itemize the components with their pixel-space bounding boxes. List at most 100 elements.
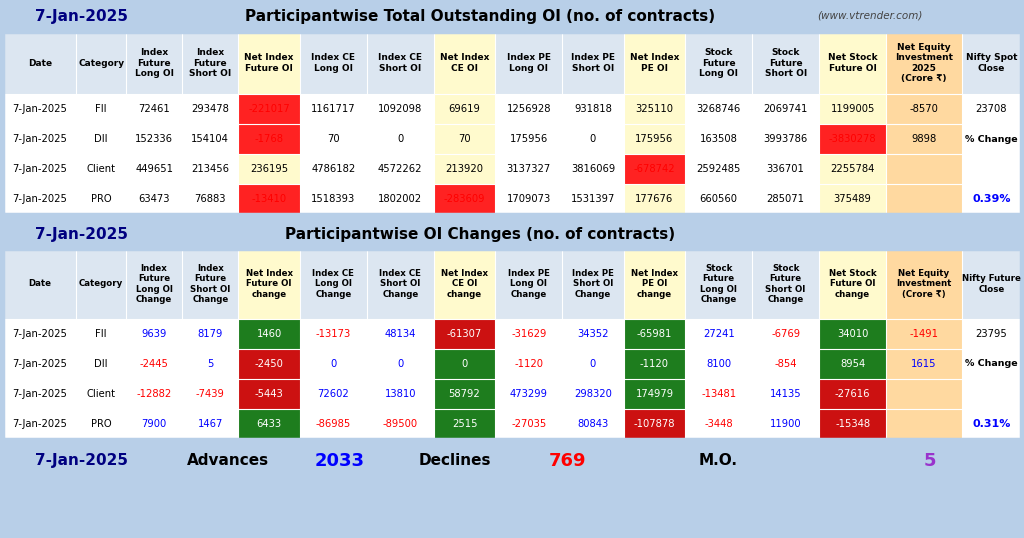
Text: Net Index
CE OI: Net Index CE OI (440, 53, 489, 73)
Bar (685, 32, 753, 94)
Text: Index CE
Short OI: Index CE Short OI (378, 53, 422, 73)
Text: Participantwise Total Outstanding OI (no. of contracts): Participantwise Total Outstanding OI (no… (245, 9, 715, 24)
Text: 48134: 48134 (385, 329, 416, 339)
Bar (300, 249, 367, 319)
Text: -31629: -31629 (511, 329, 547, 339)
Bar (3, 409, 77, 439)
Text: % Change: % Change (965, 359, 1018, 369)
Text: 174979: 174979 (636, 389, 674, 399)
Bar (239, 32, 300, 94)
Bar (753, 349, 819, 379)
Bar (434, 154, 496, 184)
Bar (819, 379, 886, 409)
Text: 769: 769 (549, 451, 587, 470)
Text: 5: 5 (924, 451, 936, 470)
Text: 4786182: 4786182 (311, 164, 355, 174)
Text: % Change: % Change (965, 134, 1018, 144)
Text: Client: Client (87, 389, 116, 399)
Bar (3, 124, 77, 154)
Bar (819, 184, 886, 214)
Bar (624, 184, 685, 214)
Bar (300, 124, 367, 154)
Bar (434, 379, 496, 409)
Text: (www.vtrender.com): (www.vtrender.com) (817, 11, 923, 21)
Bar (962, 154, 1021, 184)
Bar (753, 124, 819, 154)
Bar (886, 409, 962, 439)
Text: 1709073: 1709073 (507, 194, 551, 204)
Bar (624, 249, 685, 319)
Text: 0: 0 (462, 359, 468, 369)
Text: Participantwise OI Changes (no. of contracts): Participantwise OI Changes (no. of contr… (285, 226, 675, 242)
Bar (182, 319, 239, 349)
Bar (562, 124, 624, 154)
Bar (77, 94, 126, 124)
Bar (434, 319, 496, 349)
Text: Category: Category (78, 59, 124, 67)
Bar (367, 249, 434, 319)
Bar (886, 94, 962, 124)
Bar (434, 249, 496, 319)
Bar (962, 32, 1021, 94)
Bar (562, 409, 624, 439)
Bar (562, 32, 624, 94)
Bar (685, 154, 753, 184)
Text: Nifty Spot
Close: Nifty Spot Close (966, 53, 1017, 73)
Bar (126, 124, 182, 154)
Text: 14135: 14135 (770, 389, 802, 399)
Bar (562, 94, 624, 124)
Text: 7-Jan-2025: 7-Jan-2025 (12, 329, 68, 339)
Text: 80843: 80843 (578, 419, 608, 429)
Bar (886, 124, 962, 154)
Text: FII: FII (95, 329, 106, 339)
Text: 0: 0 (397, 134, 403, 144)
Text: 27241: 27241 (702, 329, 734, 339)
Text: Stock
Future
Long OI
Change: Stock Future Long OI Change (700, 264, 737, 304)
Bar (624, 319, 685, 349)
Text: 58792: 58792 (449, 389, 480, 399)
Text: -5443: -5443 (255, 389, 284, 399)
Text: 2592485: 2592485 (696, 164, 741, 174)
Bar (624, 379, 685, 409)
Bar (367, 409, 434, 439)
Bar (182, 124, 239, 154)
Text: Advances: Advances (187, 453, 269, 468)
Text: 1460: 1460 (256, 329, 282, 339)
Bar (182, 184, 239, 214)
Bar (819, 124, 886, 154)
Bar (434, 409, 496, 439)
Text: 13810: 13810 (385, 389, 416, 399)
Bar (3, 154, 77, 184)
Text: -1120: -1120 (514, 359, 544, 369)
Bar (3, 184, 77, 214)
Text: M.O.: M.O. (698, 453, 737, 468)
Bar (182, 154, 239, 184)
Bar (239, 154, 300, 184)
Bar (962, 184, 1021, 214)
Text: 7-Jan-2025: 7-Jan-2025 (36, 9, 128, 24)
Text: 7-Jan-2025: 7-Jan-2025 (12, 389, 68, 399)
Bar (300, 94, 367, 124)
Bar (962, 319, 1021, 349)
Text: 7-Jan-2025: 7-Jan-2025 (36, 453, 128, 468)
Text: Stock
Future
Short OI
Change: Stock Future Short OI Change (766, 264, 806, 304)
Text: -2445: -2445 (139, 359, 169, 369)
Text: 3268746: 3268746 (696, 104, 740, 114)
Bar (126, 154, 182, 184)
Bar (753, 249, 819, 319)
Text: 72461: 72461 (138, 104, 170, 114)
Bar (182, 249, 239, 319)
Bar (685, 379, 753, 409)
Bar (434, 349, 496, 379)
Text: 1802002: 1802002 (378, 194, 422, 204)
Text: Date: Date (28, 59, 52, 67)
Text: Index PE
Long OI
Change: Index PE Long OI Change (508, 269, 550, 299)
Text: Net Index
Future OI: Net Index Future OI (245, 53, 294, 73)
Text: -3830278: -3830278 (828, 134, 877, 144)
Text: Index
Future
Short OI
Change: Index Future Short OI Change (190, 264, 230, 304)
Text: -678742: -678742 (634, 164, 675, 174)
Text: 375489: 375489 (834, 194, 871, 204)
Text: -15348: -15348 (835, 419, 870, 429)
Text: 34010: 34010 (837, 329, 868, 339)
Bar (624, 124, 685, 154)
